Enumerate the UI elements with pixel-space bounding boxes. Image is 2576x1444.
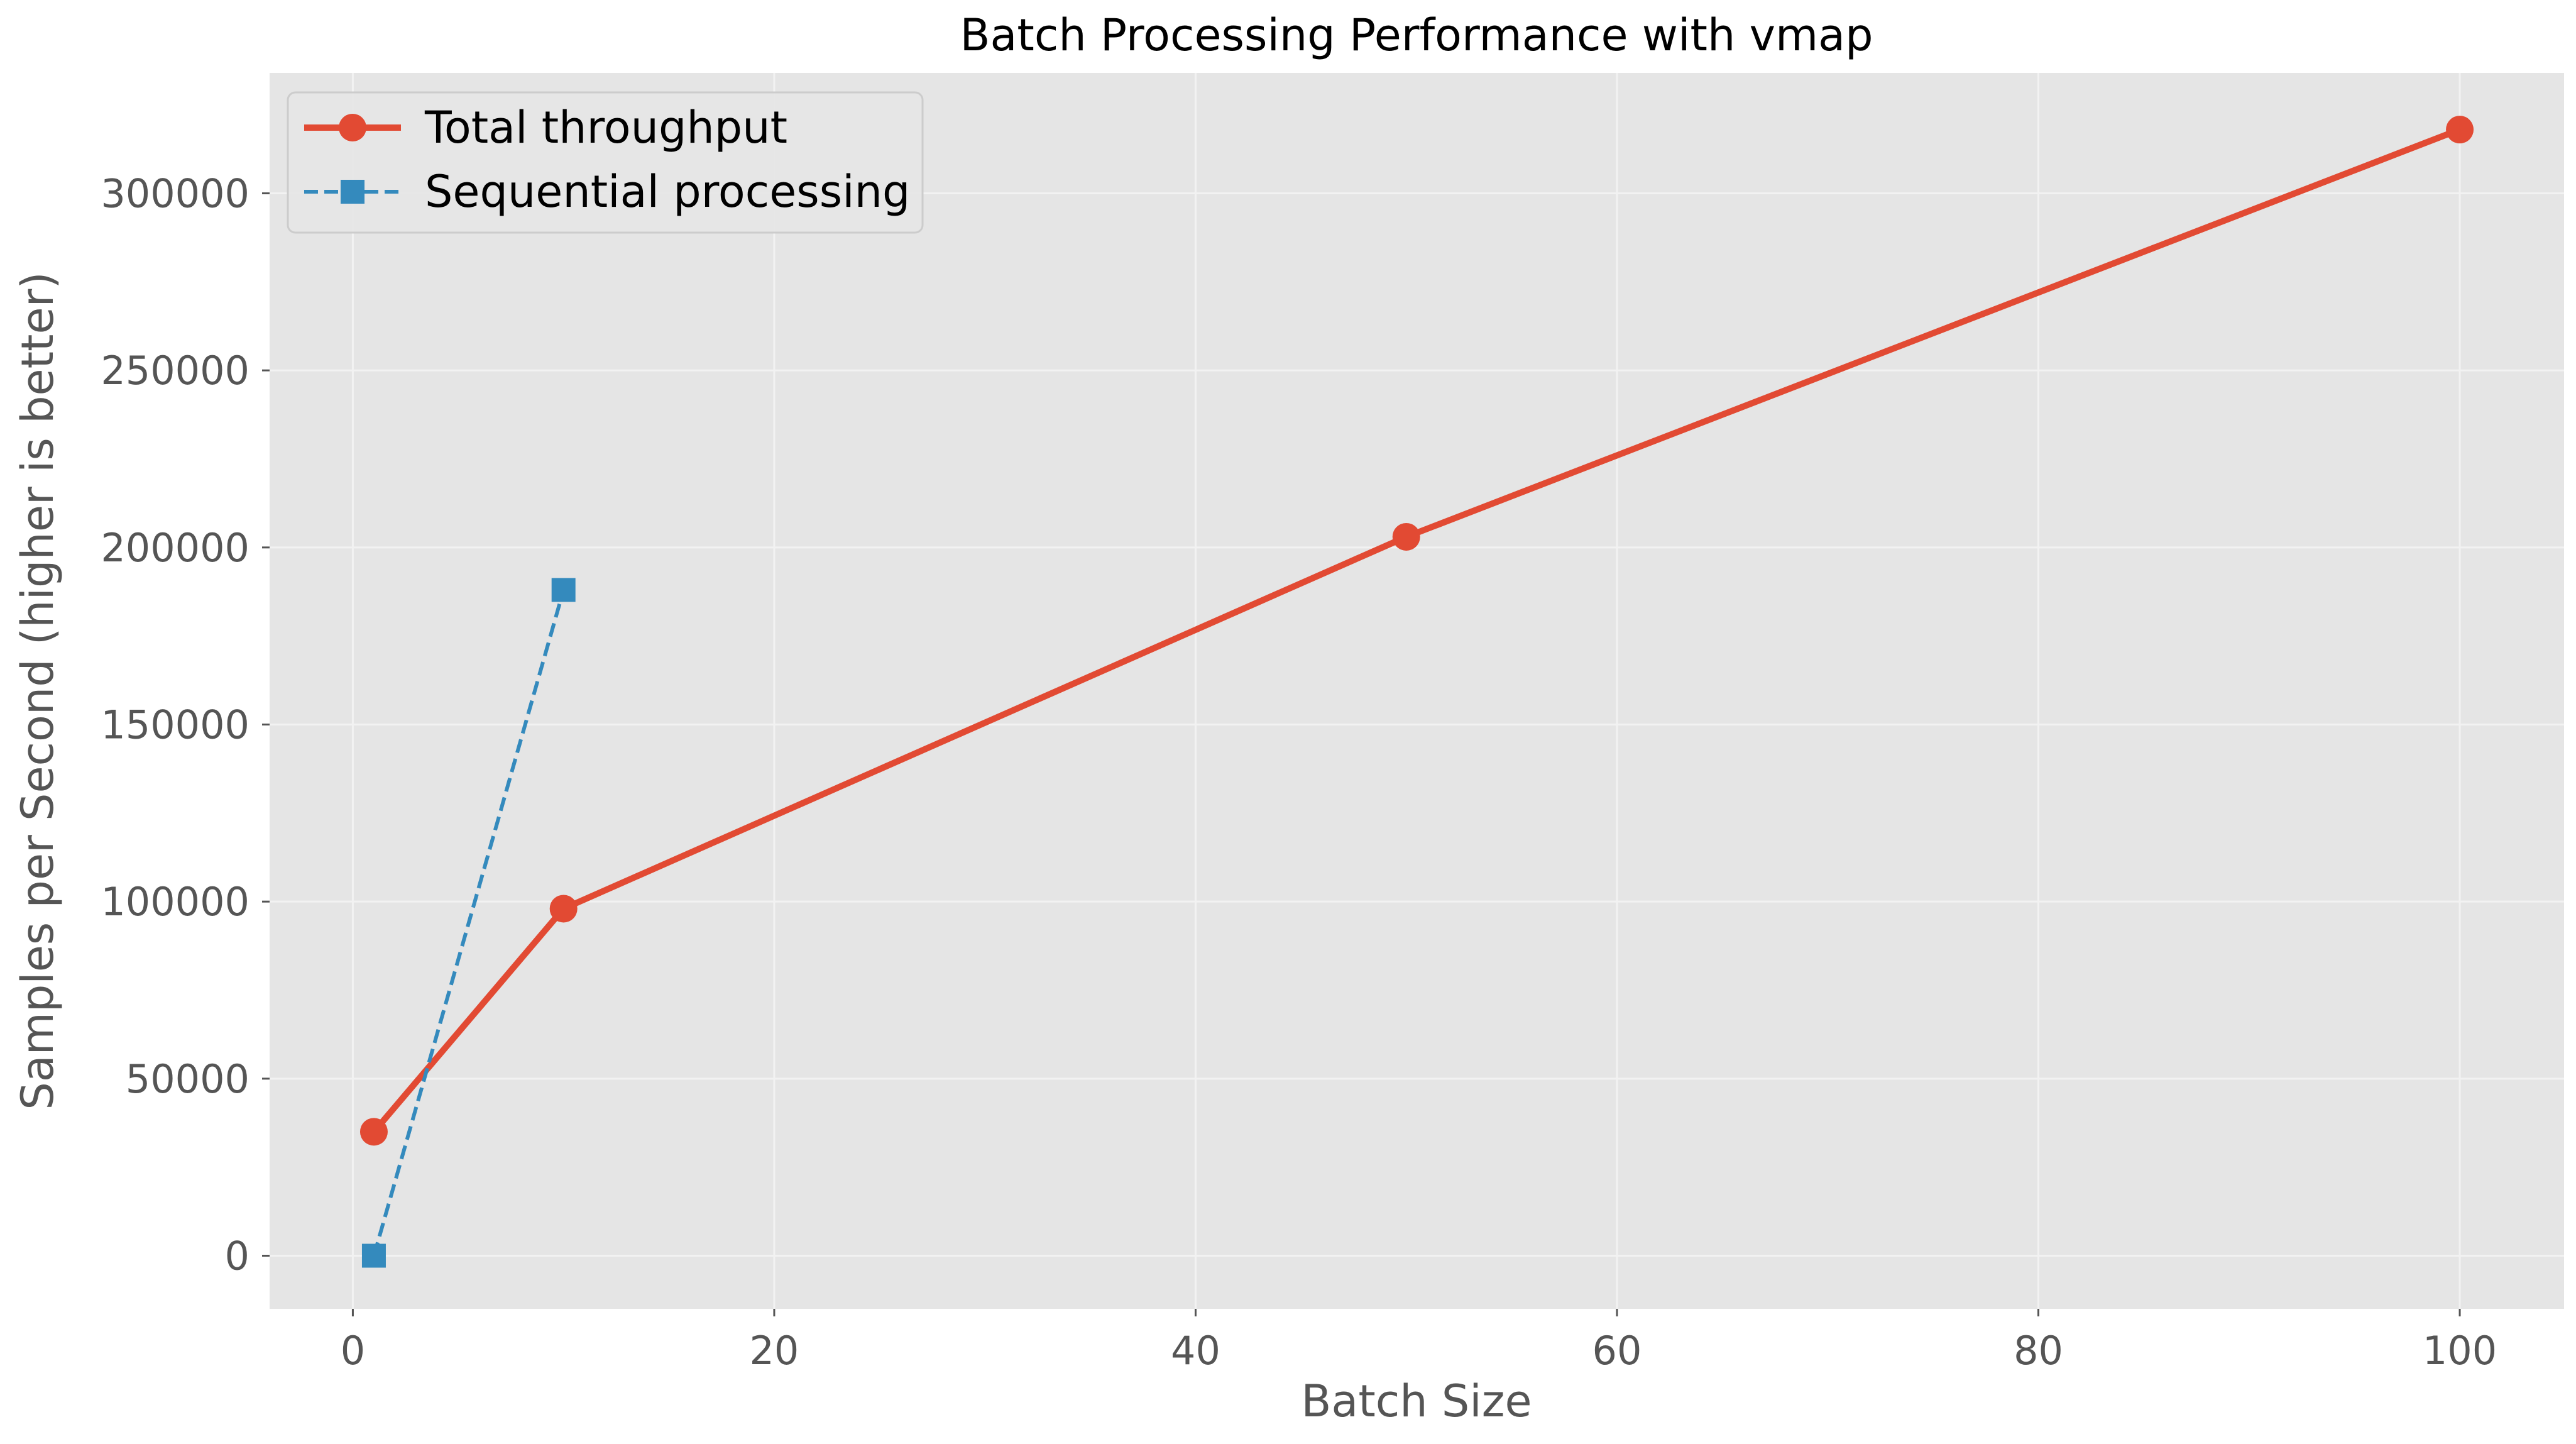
x-tick-label: 20 [749, 1328, 799, 1374]
data-point [549, 895, 578, 923]
data-point [361, 1243, 386, 1268]
x-tick-label: 40 [1171, 1328, 1220, 1374]
x-tick-label: 100 [2423, 1328, 2497, 1374]
x-axis-ticks: 0 20 40 60 80 100 [341, 1309, 2497, 1374]
y-tick-label: 50000 [126, 1056, 249, 1102]
y-tick-label: 200000 [101, 525, 249, 571]
y-tick-label: 300000 [101, 171, 249, 217]
legend-label-total-throughput: Total throughput [424, 102, 787, 153]
legend-swatch-marker-sequential [341, 180, 364, 204]
y-tick-label: 100000 [101, 879, 249, 925]
plot-background [270, 73, 2564, 1309]
series-line [372, 589, 566, 1257]
y-tick-label: 150000 [101, 702, 249, 748]
x-axis-label: Batch Size [1301, 1375, 1532, 1427]
y-axis-label: Samples per Second (higher is better) [12, 272, 63, 1110]
data-point [1392, 522, 1420, 551]
data-point [551, 578, 576, 602]
data-point [2446, 116, 2474, 144]
series-line [371, 126, 2463, 1135]
legend-label-sequential-processing: Sequential processing [425, 166, 910, 218]
series-sequential-processing [361, 578, 576, 1268]
x-tick-label: 0 [341, 1328, 365, 1374]
series-total-throughput [359, 116, 2474, 1146]
y-tick-label: 0 [225, 1233, 249, 1279]
data-point [359, 1118, 388, 1146]
legend: Total throughput Sequential processing [287, 91, 924, 234]
y-axis-ticks: 0 50000 100000 150000 200000 250000 300000 [101, 171, 270, 1279]
chart-title: Batch Processing Performance with vmap [960, 9, 1873, 61]
x-tick-label: 60 [1592, 1328, 1642, 1374]
legend-frame [287, 91, 924, 234]
series-layer [359, 116, 2474, 1268]
y-tick-label: 250000 [101, 348, 249, 394]
legend-swatch-marker-total [339, 114, 366, 141]
x-tick-label: 80 [2014, 1328, 2063, 1374]
grid [270, 73, 2564, 1309]
